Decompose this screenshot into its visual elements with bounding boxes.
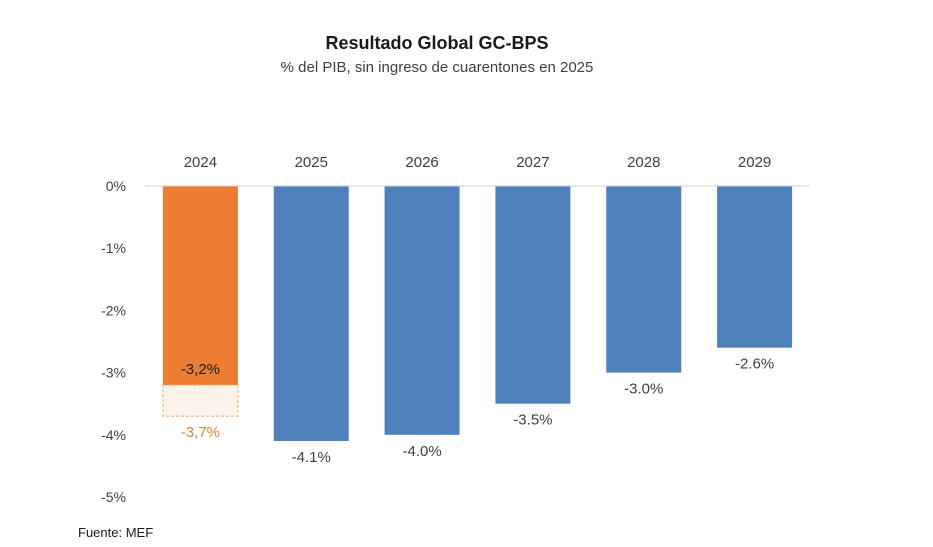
category-label: 2027 [516, 154, 549, 171]
bar [162, 186, 238, 386]
data-label: -4.0% [402, 443, 441, 460]
data-label-secondary: -3,7% [181, 424, 220, 441]
data-label: -3.5% [513, 412, 552, 429]
category-label: 2028 [627, 154, 660, 171]
y-tick-label: -2% [101, 302, 126, 318]
data-label: -2.6% [735, 356, 774, 373]
category-label: 2024 [184, 154, 217, 171]
chart-title: Resultado Global GC-BPS [325, 33, 549, 53]
y-tick-label: -1% [101, 240, 126, 256]
source-note: Fuente: MEF [78, 525, 154, 540]
dashed-bar [162, 384, 239, 417]
category-label: 2026 [405, 154, 438, 171]
bar [273, 186, 349, 442]
category-label: 2025 [295, 154, 328, 171]
y-tick-label: 0% [106, 178, 126, 194]
data-label: -4.1% [292, 449, 331, 466]
y-tick-label: -4% [101, 427, 126, 443]
bar [384, 186, 460, 435]
y-tick-label: -5% [101, 489, 126, 505]
data-label: -3.0% [624, 381, 663, 398]
y-tick-label: -3% [101, 365, 126, 381]
category-label: 2029 [738, 154, 771, 171]
chart-subtitle: % del PIB, sin ingreso de cuarentones en… [280, 59, 594, 76]
bar [606, 186, 682, 373]
bar [495, 186, 571, 404]
data-label: -3,2% [181, 361, 220, 378]
bar [717, 186, 793, 348]
